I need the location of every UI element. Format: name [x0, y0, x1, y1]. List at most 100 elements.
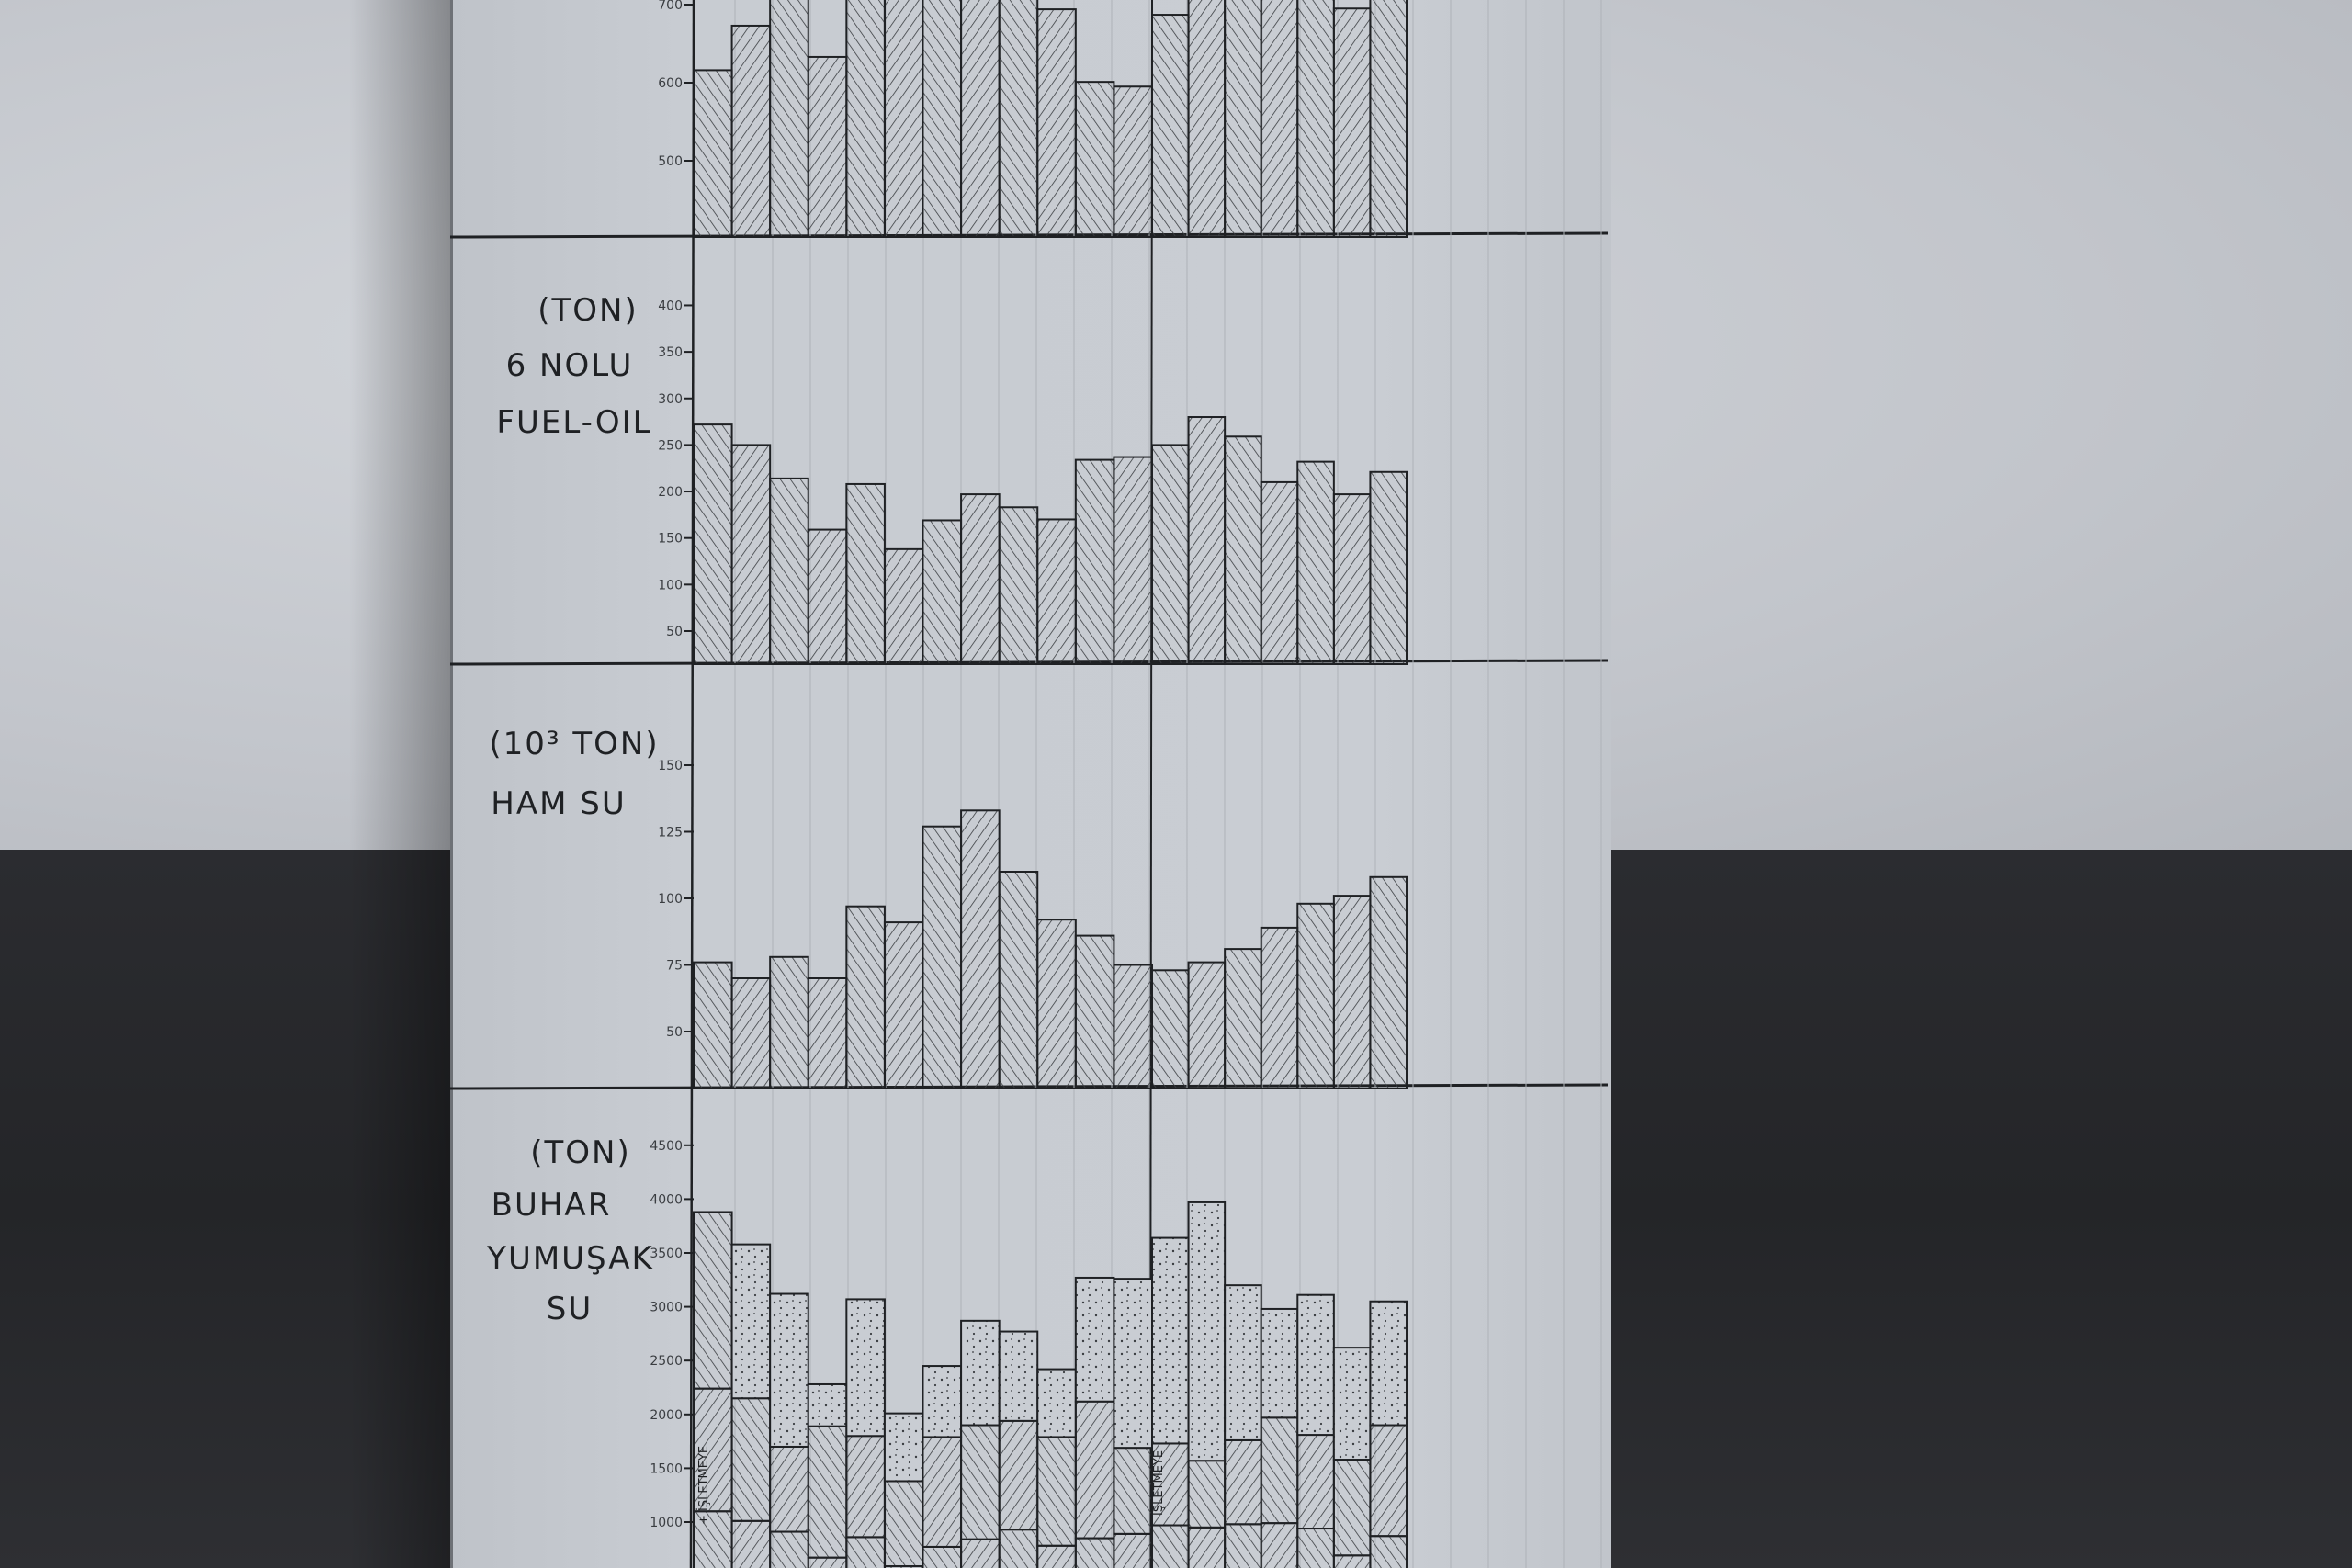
bar [1332, 7, 1372, 238]
bar [1296, 460, 1335, 665]
stacked-bar-segment [1296, 1528, 1335, 1568]
bar [998, 506, 1039, 665]
stacked-bar-segment [807, 1382, 848, 1427]
stacked-bar-segment [1296, 1293, 1335, 1437]
y-tick-label: 50 [666, 1025, 683, 1040]
bar [1224, 0, 1262, 238]
bar [1296, 0, 1335, 238]
bar [1260, 0, 1299, 238]
stacked-bar-segment [1332, 1347, 1372, 1461]
bar [960, 493, 1001, 665]
y-tick-label: 150 [658, 759, 683, 773]
stacked-bar-segment [1187, 1460, 1227, 1529]
bar [1074, 81, 1115, 239]
stacked-bar-segment [1074, 1537, 1115, 1568]
stacked-bar-segment [1151, 1442, 1190, 1527]
stacked-bar-segment [1151, 1524, 1190, 1568]
y-tick-label: 200 [658, 485, 683, 500]
stacked-bar-segment [1187, 1201, 1227, 1462]
stacked-bar-segment [883, 1480, 924, 1568]
stacked-bar-segment [769, 1530, 809, 1568]
bar [1151, 14, 1190, 238]
stacked-bar-segment [807, 1425, 848, 1559]
stacked-bar-segment [1224, 1284, 1262, 1441]
buhar-title-line-3: SU [546, 1291, 594, 1327]
bar-annotation-2: İŞLETMEYE [1151, 1450, 1166, 1516]
bar [845, 482, 886, 665]
stacked-bar-segment [1113, 1532, 1153, 1568]
stacked-bar-segment [730, 1519, 772, 1568]
bar [1369, 470, 1408, 665]
y-tick-label: 100 [658, 892, 683, 907]
stacked-bar-segment [1074, 1400, 1115, 1540]
stacked-bar-segment [1332, 1554, 1372, 1568]
bar [998, 0, 1039, 238]
stacked-bar-segment [845, 1435, 886, 1539]
bar [1113, 85, 1153, 238]
stacked-bar-segment [960, 1319, 1001, 1427]
stacked-bar-segment [922, 1436, 963, 1548]
bar [1151, 969, 1190, 1090]
stacked-bar-segment [1260, 1522, 1299, 1568]
bar [693, 423, 733, 665]
bar [998, 871, 1039, 1089]
stacked-bar-segment [1369, 1424, 1408, 1538]
bar [845, 0, 886, 238]
stacked-bar-segment [1369, 1300, 1408, 1427]
bar [1074, 934, 1115, 1089]
bar [1296, 902, 1335, 1089]
bar [1224, 435, 1262, 665]
y-tick-label: 500 [658, 154, 683, 169]
y-tick-label: 2500 [650, 1354, 683, 1369]
stacked-bar-segment [922, 1365, 963, 1438]
stacked-bar-segment [960, 1538, 1001, 1568]
bar [1369, 875, 1408, 1089]
board-shadow [349, 0, 459, 1568]
stacked-bar-segment [998, 1419, 1039, 1531]
bar [883, 921, 924, 1089]
stacked-bar-segment [1260, 1416, 1299, 1525]
stacked-bar-segment [769, 1292, 809, 1448]
bar [845, 905, 886, 1090]
bar [883, 547, 924, 666]
stacked-bar-segment [1151, 1236, 1190, 1445]
stacked-bar-segment [1074, 1276, 1115, 1403]
bar [730, 24, 772, 239]
stacked-bar-segment [1224, 1438, 1262, 1526]
stacked-bar-segment [1036, 1436, 1077, 1547]
bar [807, 55, 848, 239]
y-tick-label: 350 [658, 345, 683, 360]
stacked-bar-segment [845, 1536, 886, 1568]
y-tick-label: 600 [658, 76, 683, 91]
bar [769, 955, 809, 1090]
buhar-unit-label: (TON) [530, 1134, 631, 1171]
fuel-oil-title-line-1: 6 NOLU [505, 347, 634, 384]
stacked-bar-segment [769, 1445, 809, 1533]
stacked-bar-segment [730, 1243, 772, 1400]
stacked-bar-segment [693, 1387, 733, 1513]
stacked-bar-segment [1113, 1447, 1153, 1535]
y-tick-label: 2000 [650, 1408, 683, 1423]
bar [1369, 0, 1408, 238]
stacked-bar-segment [998, 1330, 1039, 1422]
y-tick-label: 1000 [650, 1516, 683, 1530]
bar [960, 0, 1001, 238]
bar [1332, 895, 1372, 1089]
y-tick-label: 1500 [650, 1461, 683, 1476]
bar [1113, 456, 1153, 665]
bar [730, 977, 772, 1089]
bar [807, 977, 848, 1089]
bar [693, 69, 733, 239]
y-tick-label: 4500 [650, 1139, 683, 1154]
bar [1113, 964, 1153, 1089]
stacked-bar-segment [1332, 1459, 1372, 1557]
stacked-bar-segment [693, 1211, 733, 1390]
bar [1332, 493, 1372, 665]
ham-su-title: HAM SU [491, 785, 627, 822]
y-tick-label: 4000 [650, 1192, 683, 1207]
y-tick-label: 300 [658, 392, 683, 407]
y-tick-label: 700 [658, 0, 683, 13]
fuel-oil-title-line-2: FUEL-OIL [496, 404, 652, 441]
bar [769, 0, 809, 238]
